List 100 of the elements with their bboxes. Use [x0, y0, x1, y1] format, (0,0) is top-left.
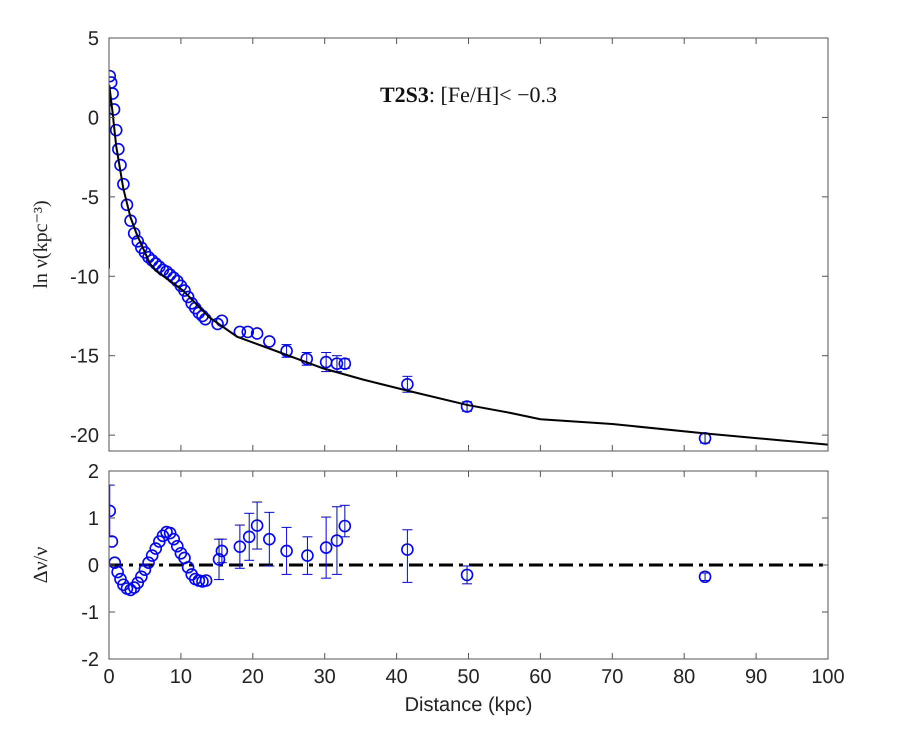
point	[401, 543, 414, 556]
y-axis-title: Δν/ν	[30, 546, 52, 584]
point	[171, 274, 184, 288]
y-tick-label: 2	[88, 461, 99, 483]
point	[112, 142, 125, 156]
point	[146, 254, 158, 267]
point	[109, 556, 122, 569]
annotation: T2S3: [Fe/H]< −0.3	[380, 82, 558, 107]
point	[330, 534, 344, 547]
point	[330, 357, 344, 370]
point	[216, 314, 228, 328]
point	[131, 235, 144, 248]
point	[138, 246, 152, 259]
x-tick-label: 90	[744, 666, 768, 688]
point	[128, 581, 140, 594]
point	[149, 542, 162, 555]
point	[153, 535, 166, 548]
point	[131, 576, 144, 590]
point	[250, 519, 264, 532]
point	[188, 302, 202, 314]
point	[196, 575, 209, 588]
point	[138, 563, 152, 576]
point	[200, 574, 212, 587]
point	[242, 530, 256, 544]
point	[185, 568, 198, 581]
y-tick-label: -1	[81, 602, 99, 624]
y-tick-label: 0	[88, 555, 99, 577]
y-tick-label: 1	[88, 508, 99, 530]
point	[117, 578, 130, 592]
point	[199, 312, 212, 326]
point	[160, 265, 173, 278]
point	[120, 582, 134, 595]
x-tick-label: 10	[170, 666, 192, 688]
y-tick-label: -5	[81, 186, 99, 209]
point	[188, 572, 202, 586]
point	[174, 546, 188, 560]
point	[192, 574, 206, 587]
y-tick-label: 5	[88, 28, 99, 50]
y-axis-title: ln ν(kpc⁻³)	[30, 200, 52, 289]
point	[178, 284, 191, 297]
point	[301, 549, 314, 562]
point	[460, 568, 474, 582]
point	[320, 356, 332, 368]
x-tick-label: 60	[529, 666, 552, 688]
y-tick-label: -2	[81, 649, 99, 671]
point	[153, 260, 166, 274]
point	[120, 198, 134, 212]
point	[142, 556, 155, 569]
x-tick-label: 30	[314, 666, 336, 688]
y-tick-label: -20	[70, 425, 99, 448]
point	[241, 326, 254, 338]
point	[135, 570, 148, 584]
point	[182, 290, 194, 304]
point	[192, 306, 206, 320]
point	[211, 318, 224, 330]
point	[178, 552, 191, 564]
y-tick-label: -15	[70, 346, 99, 368]
point	[156, 530, 170, 542]
point	[146, 549, 158, 562]
point	[196, 310, 209, 322]
point	[250, 327, 264, 340]
point	[174, 280, 188, 292]
point	[124, 214, 137, 227]
point	[171, 540, 184, 552]
y-tick-label: 0	[88, 107, 99, 130]
point	[185, 296, 198, 310]
x-axis-title: Distance (kpc)	[404, 694, 532, 716]
point	[164, 526, 176, 540]
point	[117, 178, 130, 190]
x-tick-label: 20	[242, 666, 264, 688]
point	[128, 227, 140, 240]
point	[320, 541, 332, 554]
x-tick-label: 100	[811, 666, 845, 688]
x-tick-label: 40	[385, 666, 408, 688]
point	[109, 103, 120, 116]
point	[160, 526, 173, 538]
point	[111, 566, 124, 578]
point	[142, 250, 155, 264]
y-tick-label: -10	[70, 266, 99, 288]
point	[110, 124, 122, 136]
point	[212, 553, 226, 566]
x-tick-label: 0	[103, 666, 115, 688]
point	[280, 544, 293, 558]
point	[156, 264, 170, 276]
x-tick-label: 50	[457, 666, 480, 688]
point	[234, 540, 246, 553]
point	[135, 241, 148, 254]
point	[234, 326, 246, 338]
point	[263, 532, 276, 546]
point	[114, 572, 127, 586]
x-tick-label: 70	[601, 666, 624, 688]
point	[167, 272, 180, 284]
x-tick-label: 80	[673, 666, 696, 688]
point	[263, 335, 276, 348]
point	[164, 268, 176, 281]
point	[338, 520, 352, 532]
point	[182, 561, 194, 574]
point	[114, 158, 127, 172]
point	[167, 532, 180, 546]
point	[216, 544, 228, 558]
